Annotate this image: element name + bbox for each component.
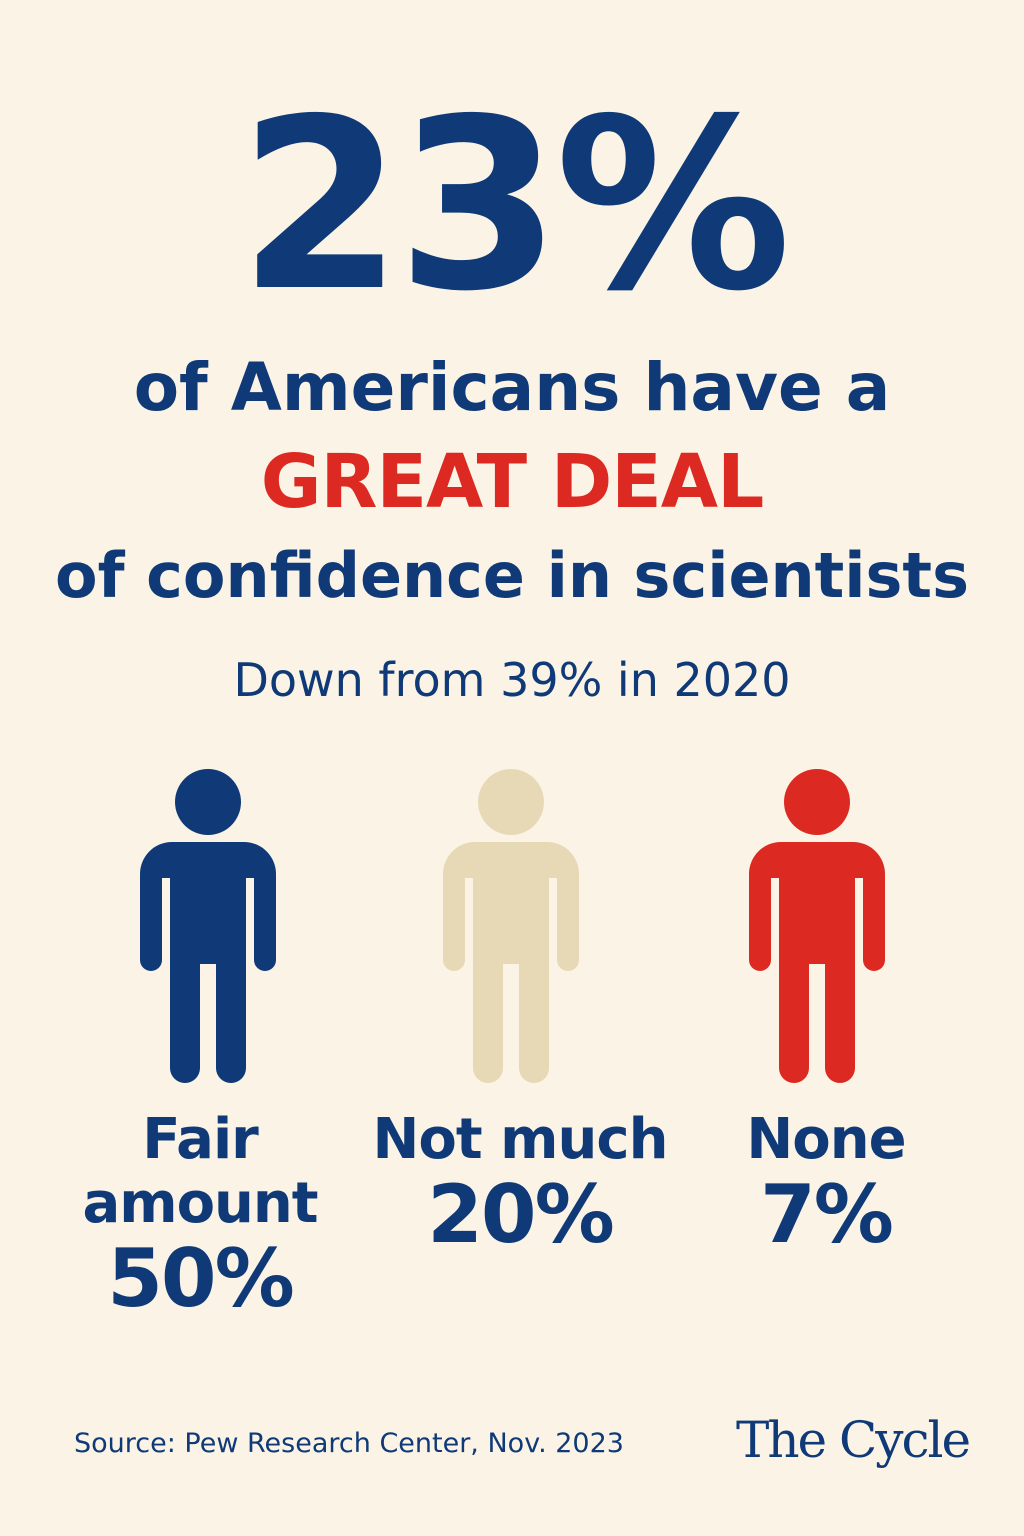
- group-label-text: amount: [82, 1171, 318, 1236]
- headline-stat: 23%: [238, 68, 792, 343]
- person-icon: [749, 769, 885, 1083]
- source-note: Source: Pew Research Center, Nov. 2023: [74, 1428, 624, 1459]
- headline-line-3: of confidence in scientists: [55, 539, 969, 612]
- group-label-text: Not much: [372, 1107, 669, 1172]
- group-percent: 50%: [107, 1232, 294, 1325]
- headline-line-1: of Americans have a: [133, 349, 891, 426]
- person-icon-none: [737, 768, 897, 1084]
- group-label-not-much: Not much 20%: [360, 1108, 680, 1258]
- headline-emphasis: GREAT DEAL: [260, 439, 764, 525]
- brand-logo: The Cycle: [736, 1411, 971, 1469]
- person-icon-not-much: [431, 768, 591, 1084]
- group-label-none: None 7%: [686, 1108, 966, 1258]
- group-label-fair-amount: Fair amount 50%: [48, 1108, 352, 1322]
- person-icon: [140, 769, 276, 1083]
- group-label-text: None: [746, 1107, 906, 1172]
- person-icon: [443, 769, 579, 1083]
- group-percent: 20%: [427, 1168, 614, 1261]
- headline-subline: Down from 39% in 2020: [233, 653, 791, 707]
- group-percent: 7%: [760, 1168, 894, 1261]
- person-icon-fair-amount: [128, 768, 288, 1084]
- group-label-text: Fair: [142, 1107, 259, 1172]
